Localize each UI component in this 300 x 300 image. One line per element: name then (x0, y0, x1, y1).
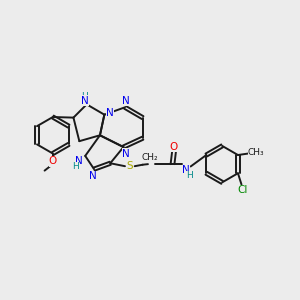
Text: Cl: Cl (237, 185, 248, 195)
Text: N: N (76, 156, 83, 166)
Text: N: N (106, 108, 114, 118)
Text: N: N (182, 165, 190, 175)
Text: S: S (126, 161, 133, 171)
Text: H: H (186, 171, 193, 180)
Text: O: O (49, 157, 57, 166)
Text: H: H (72, 162, 79, 171)
Text: O: O (170, 142, 178, 152)
Text: N: N (89, 171, 97, 181)
Text: N: N (122, 96, 129, 106)
Text: N: N (122, 148, 130, 158)
Text: CH₂: CH₂ (141, 153, 158, 162)
Text: H: H (81, 92, 88, 100)
Text: CH₃: CH₃ (248, 148, 265, 158)
Text: N: N (81, 95, 88, 106)
